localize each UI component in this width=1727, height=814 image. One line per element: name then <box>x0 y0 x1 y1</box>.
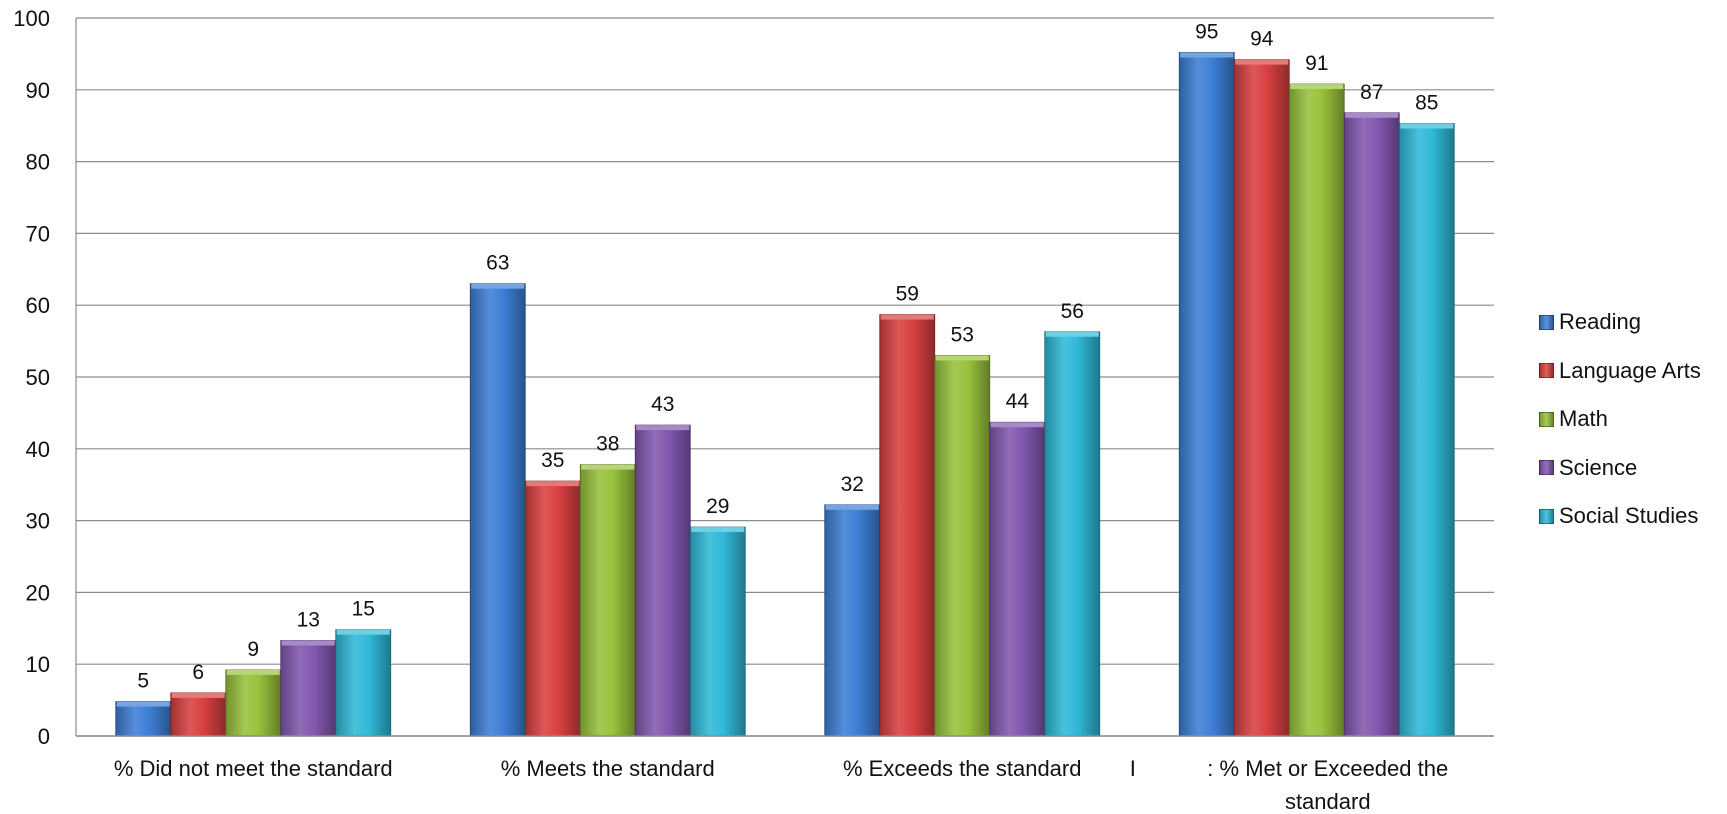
bar-reading <box>115 701 172 737</box>
legend-item: Math <box>1539 395 1701 444</box>
bar-top-highlight <box>281 640 335 646</box>
bar-top-highlight <box>880 314 934 320</box>
bar-top-highlight <box>1290 84 1344 90</box>
data-label: 6 <box>192 661 204 684</box>
bar-math <box>579 464 636 737</box>
bar-top-highlight <box>935 355 989 361</box>
bar-top-highlight <box>471 283 525 289</box>
data-label: 43 <box>651 393 674 416</box>
data-label: 44 <box>1006 390 1030 413</box>
y-tick-label: 0 <box>38 724 50 749</box>
data-label: 56 <box>1061 300 1084 323</box>
data-label: 94 <box>1250 28 1274 51</box>
data-label: 5 <box>137 670 149 693</box>
bar-reading <box>1178 52 1235 737</box>
data-label: 85 <box>1415 92 1438 115</box>
data-label: 91 <box>1305 52 1328 75</box>
bar-top-highlight <box>116 701 170 707</box>
legend-swatch <box>1539 363 1554 379</box>
bar-top-highlight <box>691 527 745 533</box>
y-tick-label: 40 <box>26 437 50 462</box>
bar-language-arts <box>879 314 936 737</box>
legend-item: Science <box>1539 444 1701 493</box>
bar-top-highlight <box>171 692 225 698</box>
legend-label: Reading <box>1559 309 1641 335</box>
legend-swatch <box>1539 508 1554 524</box>
bar-science <box>280 640 337 737</box>
data-label: 87 <box>1360 81 1383 104</box>
bar-science <box>634 424 691 737</box>
data-label: 53 <box>951 323 974 346</box>
y-tick-label: 60 <box>26 293 50 318</box>
bar-top-highlight <box>336 629 390 635</box>
bar-social-studies <box>335 629 392 737</box>
bar-top-highlight <box>1045 331 1099 337</box>
data-label: 9 <box>247 638 259 661</box>
y-tick-label: 90 <box>26 78 50 103</box>
bar-top-highlight <box>990 422 1044 428</box>
bar-language-arts <box>1233 59 1290 737</box>
category-label: % Meets the standard <box>501 756 715 781</box>
legend: Reading Language Arts Math Science Social St… <box>1539 298 1701 541</box>
bar-top-highlight <box>226 669 280 675</box>
y-tick-label: 70 <box>26 221 50 246</box>
data-label: 63 <box>486 252 509 275</box>
category-label-line2: standard <box>1285 789 1371 814</box>
data-label: 95 <box>1195 20 1218 43</box>
bar-reading <box>824 504 881 737</box>
bar-social-studies <box>1398 123 1455 737</box>
data-label: 13 <box>297 609 320 632</box>
data-label: 59 <box>896 283 919 306</box>
legend-swatch <box>1539 314 1554 330</box>
x-axis-labels: % Did not meet the standard % Meets the s… <box>114 756 1448 814</box>
data-label: 35 <box>541 449 564 472</box>
bar-social-studies <box>1044 331 1101 737</box>
bar-language-arts <box>524 480 581 737</box>
bar-top-highlight <box>1345 112 1399 118</box>
data-label: 38 <box>596 433 619 456</box>
bar-math <box>934 355 991 737</box>
bar-top-highlight <box>1180 52 1234 58</box>
y-tick-label: 30 <box>26 509 50 534</box>
legend-label: Social Studies <box>1559 503 1699 529</box>
bar-social-studies <box>689 526 746 737</box>
y-tick-label: 50 <box>26 365 50 390</box>
data-label: 15 <box>352 598 375 621</box>
category-label: : % Met or Exceeded the <box>1207 756 1448 781</box>
bar-science <box>1343 112 1400 737</box>
bar-top-highlight <box>526 481 580 487</box>
legend-item: Language Arts <box>1539 347 1701 396</box>
y-tick-label: 100 <box>13 6 50 31</box>
bar-math <box>225 669 282 737</box>
legend-item: Reading <box>1539 298 1701 347</box>
bar-top-highlight <box>1400 123 1454 129</box>
bar-math <box>1288 83 1345 737</box>
data-label: 29 <box>706 495 729 518</box>
y-axis-ticks: 0 10 20 30 40 50 60 70 80 90 100 <box>13 6 50 749</box>
bar-language-arts <box>170 692 227 737</box>
data-label: 32 <box>841 473 864 496</box>
bar-top-highlight <box>825 504 879 510</box>
legend-label: Science <box>1559 454 1638 480</box>
legend-label: Language Arts <box>1559 357 1701 383</box>
bar-reading <box>469 283 526 737</box>
category-label: % Did not meet the standard <box>114 756 393 781</box>
legend-swatch <box>1539 411 1554 427</box>
category-label: % Exceeds the standard <box>843 756 1081 781</box>
category-label-prefix: I <box>1130 756 1136 781</box>
legend-swatch <box>1539 460 1554 476</box>
legend-label: Math <box>1559 406 1608 432</box>
y-tick-label: 80 <box>26 150 50 175</box>
bar-top-highlight <box>1235 59 1289 65</box>
y-tick-label: 20 <box>26 580 50 605</box>
bars <box>115 52 1455 737</box>
bar-science <box>989 421 1046 737</box>
bar-top-highlight <box>636 425 690 431</box>
y-tick-label: 10 <box>26 652 50 677</box>
legend-item: Social Studies <box>1539 492 1701 541</box>
bar-top-highlight <box>581 464 635 470</box>
